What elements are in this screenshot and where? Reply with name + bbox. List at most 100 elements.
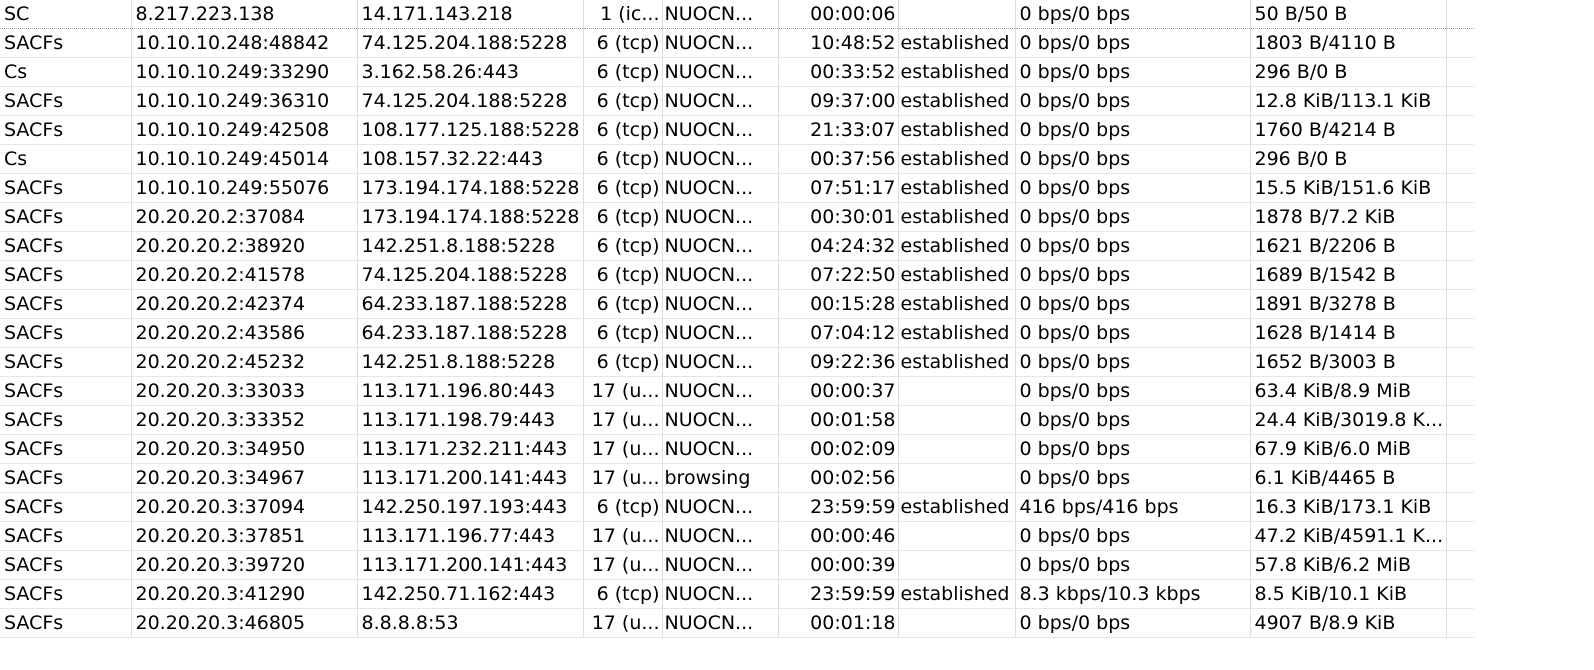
bytes-cell: 1628 B/1414 B bbox=[1250, 318, 1447, 348]
timeout-cell: 09:22:36 bbox=[778, 347, 899, 377]
table-row[interactable]: SACFs 10.10.10.249:55076 173.194.174.188:5… bbox=[0, 173, 1474, 203]
table-row[interactable]: SACFs 20.20.20.3:37094 142.250.197.193:443… bbox=[0, 492, 1474, 522]
protocol-cell: 17 (u... bbox=[583, 550, 663, 580]
table-row[interactable]: Cs 10.10.10.249:45014 108.157.32.22:443 6 (… bbox=[0, 144, 1474, 174]
protocol-cell: 6 (tcp) bbox=[583, 492, 663, 522]
src-address-cell: 10.10.10.249:36310 bbox=[131, 86, 358, 116]
bytes-cell: 1689 B/1542 B bbox=[1250, 260, 1447, 290]
protocol-cell: 1 (ic... bbox=[583, 0, 663, 29]
protocol-cell: 6 (tcp) bbox=[583, 202, 663, 232]
bytes-cell: 1621 B/2206 B bbox=[1250, 231, 1447, 261]
tcp-state-cell bbox=[898, 608, 1016, 638]
dst-address-cell: 113.171.198.79:443 bbox=[357, 405, 584, 435]
empty-cell bbox=[1446, 376, 1474, 406]
table-row[interactable]: SACFs 20.20.20.3:33352 113.171.198.79:443 1… bbox=[0, 405, 1474, 435]
flags-cell: SACFs bbox=[0, 202, 132, 232]
timeout-cell: 07:51:17 bbox=[778, 173, 899, 203]
table-row[interactable]: SACFs 20.20.20.2:41578 74.125.204.188:5228… bbox=[0, 260, 1474, 290]
rate-cell: 416 bps/416 bps bbox=[1015, 492, 1251, 522]
tcp-state-cell bbox=[898, 434, 1016, 464]
empty-cell bbox=[1446, 347, 1474, 377]
bytes-cell: 16.3 KiB/173.1 KiB bbox=[1250, 492, 1447, 522]
rate-cell: 0 bps/0 bps bbox=[1015, 28, 1251, 58]
empty-cell bbox=[1446, 231, 1474, 261]
table-row[interactable]: SACFs 20.20.20.3:34967 113.171.200.141:443… bbox=[0, 463, 1474, 493]
tcp-state-cell: established bbox=[898, 144, 1016, 174]
table-row[interactable]: SACFs 20.20.20.2:38920 142.251.8.188:5228 6… bbox=[0, 231, 1474, 261]
table-row[interactable]: SACFs 20.20.20.3:41290 142.250.71.162:443 6… bbox=[0, 579, 1474, 609]
table-row[interactable]: SACFs 10.10.10.249:36310 74.125.204.188:52… bbox=[0, 86, 1474, 116]
table-row[interactable]: SACFs 10.10.10.248:48842 74.125.204.188:52… bbox=[0, 28, 1474, 58]
empty-cell bbox=[1446, 173, 1474, 203]
flags-cell: SACFs bbox=[0, 550, 132, 580]
dst-address-cell: 113.171.200.141:443 bbox=[357, 463, 584, 493]
rate-cell: 0 bps/0 bps bbox=[1015, 260, 1251, 290]
rate-cell: 0 bps/0 bps bbox=[1015, 202, 1251, 232]
rate-cell: 0 bps/0 bps bbox=[1015, 318, 1251, 348]
flags-cell: SACFs bbox=[0, 608, 132, 638]
tcp-state-cell: established bbox=[898, 173, 1016, 203]
rate-cell: 0 bps/0 bps bbox=[1015, 115, 1251, 145]
bytes-cell: 67.9 KiB/6.0 MiB bbox=[1250, 434, 1447, 464]
tcp-state-cell bbox=[898, 521, 1016, 551]
bytes-cell: 296 B/0 B bbox=[1250, 57, 1447, 87]
protocol-cell: 6 (tcp) bbox=[583, 289, 663, 319]
empty-cell bbox=[1446, 260, 1474, 290]
dst-address-cell: 3.162.58.26:443 bbox=[357, 57, 584, 87]
connection-mark-cell: NUOCN... bbox=[662, 434, 779, 464]
connection-mark-cell: NUOCN... bbox=[662, 550, 779, 580]
flags-cell: SACFs bbox=[0, 289, 132, 319]
table-row[interactable]: SACFs 20.20.20.3:34950 113.171.232.211:443… bbox=[0, 434, 1474, 464]
tcp-state-cell: established bbox=[898, 492, 1016, 522]
flags-cell: SACFs bbox=[0, 521, 132, 551]
timeout-cell: 00:02:09 bbox=[778, 434, 899, 464]
protocol-cell: 17 (u... bbox=[583, 376, 663, 406]
dst-address-cell: 142.250.71.162:443 bbox=[357, 579, 584, 609]
tcp-state-cell: established bbox=[898, 231, 1016, 261]
bytes-cell: 50 B/50 B bbox=[1250, 0, 1447, 29]
flags-cell: SACFs bbox=[0, 115, 132, 145]
tcp-state-cell: established bbox=[898, 260, 1016, 290]
table-row[interactable]: SACFs 20.20.20.2:43586 64.233.187.188:5228… bbox=[0, 318, 1474, 348]
flags-cell: SACFs bbox=[0, 318, 132, 348]
table-row[interactable]: SACFs 20.20.20.2:45232 142.251.8.188:5228 6… bbox=[0, 347, 1474, 377]
rate-cell: 0 bps/0 bps bbox=[1015, 376, 1251, 406]
flags-cell: SACFs bbox=[0, 434, 132, 464]
empty-cell bbox=[1446, 86, 1474, 116]
table-row[interactable]: SACFs 20.20.20.3:39720 113.171.200.141:443… bbox=[0, 550, 1474, 580]
dst-address-cell: 142.251.8.188:5228 bbox=[357, 347, 584, 377]
bytes-cell: 57.8 KiB/6.2 MiB bbox=[1250, 550, 1447, 580]
connection-mark-cell: NUOCN... bbox=[662, 57, 779, 87]
table-row[interactable]: SACFs 20.20.20.3:46805 8.8.8.8:53 17 (u... N… bbox=[0, 608, 1474, 638]
table-row[interactable]: SC 8.217.223.138 14.171.143.218 1 (ic... NUO… bbox=[0, 0, 1474, 29]
dst-address-cell: 173.194.174.188:5228 bbox=[357, 173, 584, 203]
src-address-cell: 20.20.20.3:39720 bbox=[131, 550, 358, 580]
src-address-cell: 20.20.20.2:43586 bbox=[131, 318, 358, 348]
connection-mark-cell: NUOCN... bbox=[662, 231, 779, 261]
rate-cell: 0 bps/0 bps bbox=[1015, 144, 1251, 174]
table-row[interactable]: Cs 10.10.10.249:33290 3.162.58.26:443 6 (tc… bbox=[0, 57, 1474, 87]
protocol-cell: 6 (tcp) bbox=[583, 260, 663, 290]
bytes-cell: 47.2 KiB/4591.1 K... bbox=[1250, 521, 1447, 551]
connection-mark-cell: NUOCN... bbox=[662, 376, 779, 406]
dst-address-cell: 74.125.204.188:5228 bbox=[357, 28, 584, 58]
table-row[interactable]: SACFs 20.20.20.2:37084 173.194.174.188:522… bbox=[0, 202, 1474, 232]
src-address-cell: 10.10.10.249:45014 bbox=[131, 144, 358, 174]
dst-address-cell: 74.125.204.188:5228 bbox=[357, 260, 584, 290]
src-address-cell: 20.20.20.2:42374 bbox=[131, 289, 358, 319]
timeout-cell: 23:59:59 bbox=[778, 579, 899, 609]
bytes-cell: 63.4 KiB/8.9 MiB bbox=[1250, 376, 1447, 406]
rate-cell: 0 bps/0 bps bbox=[1015, 231, 1251, 261]
table-row[interactable]: SACFs 20.20.20.3:37851 113.171.196.77:443 1… bbox=[0, 521, 1474, 551]
table-row[interactable]: SACFs 20.20.20.2:42374 64.233.187.188:5228… bbox=[0, 289, 1474, 319]
table-row[interactable]: SACFs 20.20.20.3:33033 113.171.196.80:443 1… bbox=[0, 376, 1474, 406]
timeout-cell: 00:15:28 bbox=[778, 289, 899, 319]
table-row[interactable]: SACFs 10.10.10.249:42508 108.177.125.188:5… bbox=[0, 115, 1474, 145]
rate-cell: 0 bps/0 bps bbox=[1015, 347, 1251, 377]
connection-mark-cell: NUOCN... bbox=[662, 318, 779, 348]
src-address-cell: 20.20.20.3:41290 bbox=[131, 579, 358, 609]
tcp-state-cell: established bbox=[898, 347, 1016, 377]
src-address-cell: 10.10.10.249:55076 bbox=[131, 173, 358, 203]
timeout-cell: 00:01:18 bbox=[778, 608, 899, 638]
